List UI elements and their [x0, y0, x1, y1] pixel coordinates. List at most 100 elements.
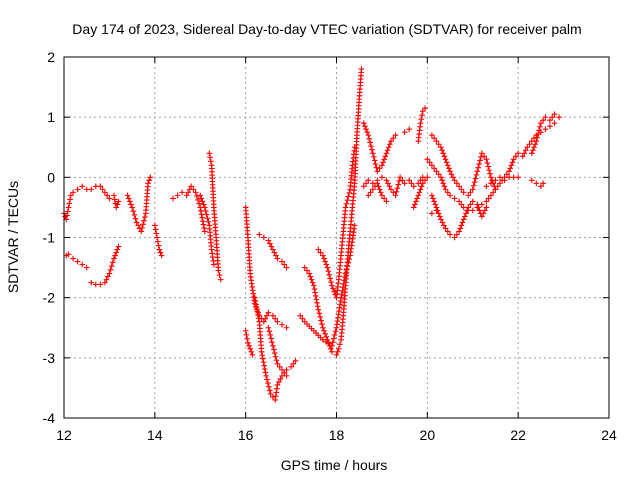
data-point: [469, 186, 476, 193]
data-point: [542, 126, 549, 132]
data-point: [267, 332, 273, 338]
data-point: [279, 258, 285, 265]
data-point: [79, 261, 85, 268]
data-point: [351, 144, 358, 151]
data-point: [444, 189, 451, 196]
data-point: [283, 264, 290, 271]
series-s13: [256, 231, 290, 271]
data-point: [556, 114, 562, 120]
data-point: [477, 157, 483, 164]
data-point: [248, 349, 255, 355]
series-s14: [265, 324, 290, 379]
data-point: [438, 174, 444, 181]
data-point: [326, 340, 332, 347]
data-point: [443, 159, 450, 166]
data-point: [132, 215, 139, 222]
data-point: [471, 179, 478, 185]
data-point: [435, 210, 442, 217]
data-point: [447, 192, 453, 199]
data-point: [142, 214, 148, 220]
data-point: [288, 364, 294, 370]
x-axis-label: GPS time / hours: [281, 457, 388, 473]
data-point: [536, 127, 542, 134]
data-point: [281, 370, 288, 376]
data-point: [433, 138, 440, 145]
data-point: [497, 174, 503, 181]
data-point: [343, 267, 350, 273]
series-s6: [152, 222, 165, 259]
data-point: [170, 195, 176, 202]
y-tick-label: -4: [43, 410, 56, 426]
data-point: [281, 261, 288, 268]
data-point: [480, 210, 487, 217]
data-point: [102, 279, 108, 286]
data-point: [406, 177, 412, 184]
data-point: [183, 192, 190, 199]
data-point: [345, 193, 352, 200]
data-point: [337, 341, 343, 348]
data-point: [540, 180, 546, 187]
data-point: [208, 158, 214, 165]
data-point: [259, 352, 266, 359]
data-point: [262, 366, 268, 372]
data-point: [260, 355, 266, 362]
data-point: [245, 339, 251, 346]
data-point: [433, 168, 440, 175]
data-point: [268, 335, 274, 342]
data-point: [467, 201, 474, 208]
data-point: [374, 180, 381, 187]
data-point: [135, 222, 141, 229]
data-point: [393, 188, 400, 195]
data-point: [179, 189, 185, 196]
data-point: [441, 222, 447, 229]
data-point: [470, 182, 477, 189]
data-point: [344, 263, 351, 270]
data-point: [270, 394, 276, 400]
y-tick-label: -2: [43, 290, 56, 306]
data-point: [412, 201, 418, 208]
data-point: [344, 197, 351, 203]
data-point: [372, 161, 379, 167]
data-point: [447, 168, 453, 175]
data-point: [274, 361, 281, 367]
data-point: [487, 170, 493, 177]
data-point: [469, 207, 476, 214]
data-point: [401, 180, 408, 187]
data-point: [521, 150, 528, 157]
data-point: [379, 192, 385, 199]
data-point: [261, 362, 267, 369]
data-point: [267, 240, 273, 247]
data-point: [315, 306, 322, 313]
data-point: [338, 294, 344, 301]
data-point: [327, 275, 333, 282]
data-point: [366, 136, 372, 142]
data-point: [174, 192, 181, 199]
data-point: [136, 225, 143, 232]
data-point: [201, 228, 208, 235]
data-point: [379, 174, 385, 181]
data-point: [385, 144, 392, 151]
data-point: [351, 222, 358, 229]
y-tick-label: 2: [47, 49, 55, 65]
data-point: [209, 254, 216, 260]
data-point: [504, 171, 510, 178]
data-point: [492, 186, 499, 193]
data-point: [65, 204, 72, 211]
data-point: [108, 263, 115, 269]
data-point: [246, 343, 252, 349]
x-tick-label: 18: [329, 427, 345, 443]
x-tick-label: 16: [238, 427, 254, 443]
x-tick-label: 20: [420, 427, 436, 443]
data-point: [431, 135, 437, 142]
data-point: [113, 204, 120, 211]
data-point: [430, 195, 436, 202]
series-s17: [297, 222, 358, 349]
data-point: [292, 358, 299, 364]
data-point: [475, 164, 481, 171]
data-point: [256, 312, 263, 319]
data-point: [345, 259, 352, 266]
data-point: [255, 312, 261, 318]
data-point: [392, 192, 399, 199]
data-point: [419, 108, 426, 114]
data-point: [508, 162, 515, 169]
